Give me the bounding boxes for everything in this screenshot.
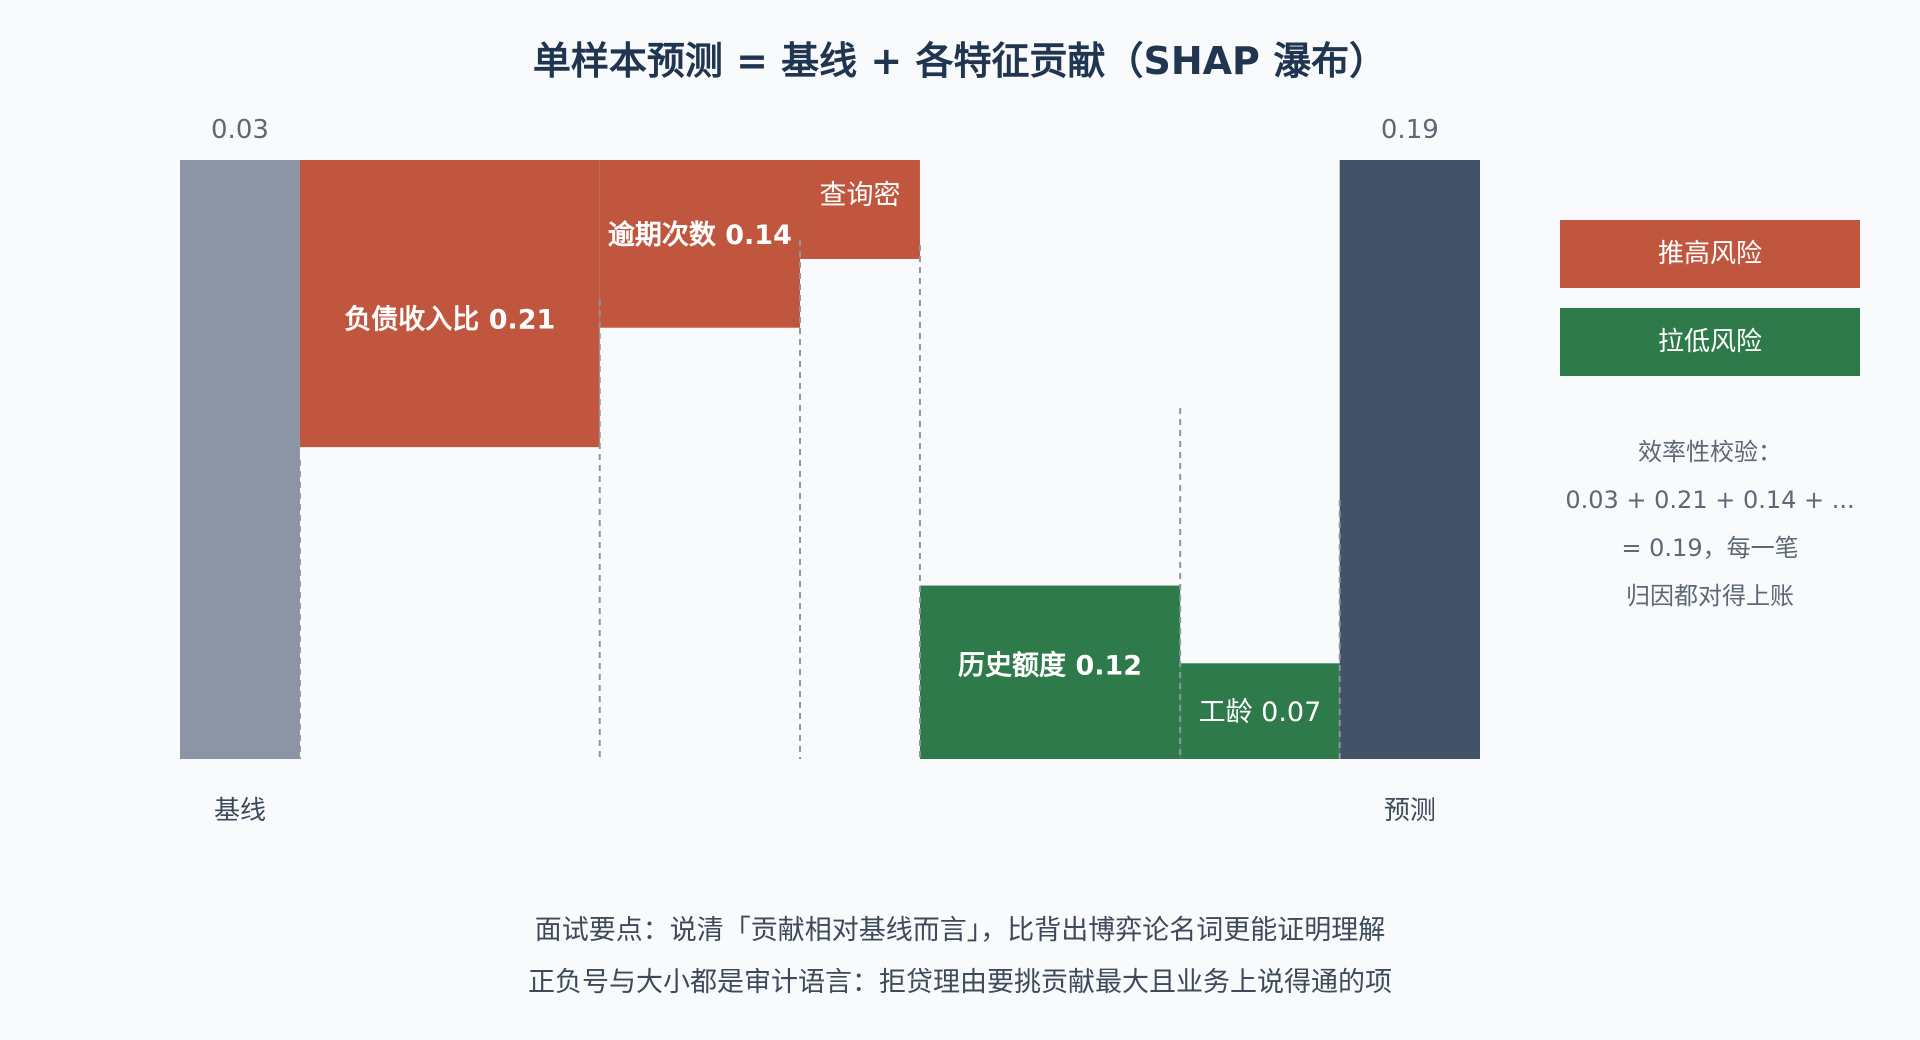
contribution-label-工龄: 工龄 0.07 bbox=[1199, 697, 1322, 728]
contribution-label-负债收入比: 负债收入比 0.21 bbox=[344, 305, 555, 336]
contribution-bar-历史额度 bbox=[919, 585, 1181, 759]
prediction-value-label: 0.19 bbox=[1381, 115, 1439, 145]
legend-increase-risk: 推高风险 bbox=[1560, 220, 1860, 288]
note-line-3: = 0.19，每一笔 bbox=[1621, 534, 1799, 562]
note-line-1: 效率性校验： bbox=[1638, 438, 1782, 466]
footer-notes: 面试要点：说清「贡献相对基线而言」，比背出博弈论名词更能证明理解 正负号与大小都… bbox=[0, 905, 1920, 1009]
contribution-label-历史额度: 历史额度 0.12 bbox=[958, 649, 1142, 681]
contribution-bar-逾期次数 bbox=[599, 160, 801, 328]
contribution-bar-查询密 bbox=[800, 160, 920, 259]
prediction-bar bbox=[1339, 160, 1480, 759]
legend-decrease-risk: 拉低风险 bbox=[1560, 308, 1860, 376]
baseline-bar bbox=[180, 160, 300, 759]
footer-line-1: 面试要点：说清「贡献相对基线而言」，比背出博弈论名词更能证明理解 bbox=[534, 915, 1386, 946]
note-line-2: 0.03 + 0.21 + 0.14 + ... bbox=[1565, 486, 1855, 514]
baseline-axis-label: 基线 bbox=[214, 796, 266, 826]
baseline-value-label: 0.03 bbox=[211, 115, 269, 145]
contribution-bar-负债收入比 bbox=[299, 160, 600, 448]
contribution-label-查询密: 查询密 bbox=[819, 180, 900, 211]
efficiency-check-note: 效率性校验： 0.03 + 0.21 + 0.14 + ... = 0.19，每… bbox=[1560, 428, 1860, 620]
contribution-bar-工龄 bbox=[1180, 663, 1340, 759]
contribution-label-逾期次数: 逾期次数 0.14 bbox=[608, 219, 792, 251]
prediction-axis-label: 预测 bbox=[1384, 796, 1436, 826]
note-line-4: 归因都对得上账 bbox=[1626, 582, 1794, 610]
chart-title: 单样本预测 = 基线 + 各特征贡献（SHAP 瀑布） bbox=[532, 39, 1388, 83]
footer-line-2: 正负号与大小都是审计语言：拒贷理由要挑贡献最大且业务上说得通的项 bbox=[528, 967, 1392, 998]
